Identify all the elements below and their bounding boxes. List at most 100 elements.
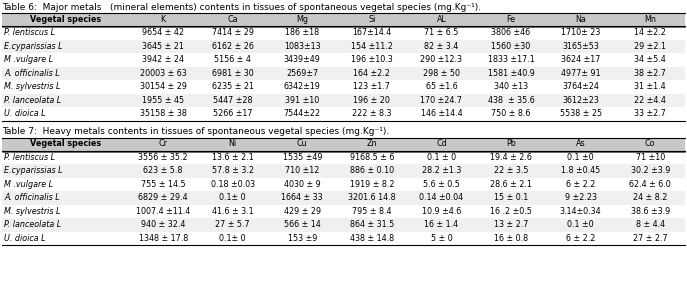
Text: 164 ±2.2: 164 ±2.2: [353, 69, 390, 78]
Text: 13.6 ± 2.1: 13.6 ± 2.1: [212, 153, 254, 162]
Text: P. lanceolata L: P. lanceolata L: [4, 220, 61, 229]
Text: 3201.6 14.8: 3201.6 14.8: [348, 193, 396, 202]
Text: 795 ± 8.4: 795 ± 8.4: [352, 207, 392, 216]
Text: 0.1± 0: 0.1± 0: [219, 234, 246, 243]
Text: K: K: [161, 15, 166, 24]
Text: 298 ± 50: 298 ± 50: [423, 69, 460, 78]
Text: 6235 ± 21: 6235 ± 21: [212, 82, 254, 91]
Text: 750 ± 8.6: 750 ± 8.6: [491, 109, 531, 118]
Text: 10.9 ±4.6: 10.9 ±4.6: [422, 207, 461, 216]
Text: 3764±24: 3764±24: [562, 82, 599, 91]
Text: 0.1 ± 0: 0.1 ± 0: [427, 153, 456, 162]
Text: 340 ±13: 340 ±13: [494, 82, 528, 91]
Text: 438  ± 35.6: 438 ± 35.6: [488, 96, 534, 105]
Text: Ca: Ca: [227, 15, 238, 24]
Text: 1710± 23: 1710± 23: [561, 28, 600, 37]
Bar: [2, 67, 685, 80]
Text: 146 ±14.4: 146 ±14.4: [420, 109, 462, 118]
Text: 429 ± 29: 429 ± 29: [284, 207, 321, 216]
Text: 5 ± 0: 5 ± 0: [431, 234, 452, 243]
Text: 6162 ± 26: 6162 ± 26: [212, 42, 254, 51]
Text: 1955 ± 45: 1955 ± 45: [142, 96, 184, 105]
Text: 4977± 91: 4977± 91: [561, 69, 600, 78]
Text: 15 ± 0.1: 15 ± 0.1: [494, 193, 528, 202]
Text: 29 ±2.1: 29 ±2.1: [634, 42, 666, 51]
Text: 71 ± 6.5: 71 ± 6.5: [425, 28, 459, 37]
Text: 5266 ±17: 5266 ±17: [213, 109, 253, 118]
Text: P. lanceolata L: P. lanceolata L: [4, 96, 61, 105]
Text: Cd: Cd: [436, 139, 447, 148]
Text: 0.18 ±0.03: 0.18 ±0.03: [211, 180, 255, 189]
Text: 34 ±5.4: 34 ±5.4: [634, 55, 666, 64]
Text: 3806 ±46: 3806 ±46: [491, 28, 530, 37]
Text: 9168.5 ± 6: 9168.5 ± 6: [350, 153, 394, 162]
Text: 0.1 ±0: 0.1 ±0: [567, 220, 594, 229]
Text: 1535 ±49: 1535 ±49: [282, 153, 322, 162]
Text: 1560 ±30: 1560 ±30: [491, 42, 530, 51]
Text: 623 ± 5.8: 623 ± 5.8: [144, 166, 183, 175]
Text: E.cyparissias L: E.cyparissias L: [4, 166, 63, 175]
Text: 22 ± 3.5: 22 ± 3.5: [494, 166, 528, 175]
Text: 1.8 ±0.45: 1.8 ±0.45: [561, 166, 600, 175]
Text: E.cyparissias L: E.cyparissias L: [4, 42, 63, 51]
Text: 22 ±4.4: 22 ±4.4: [634, 96, 666, 105]
Text: 9 ±2.23: 9 ±2.23: [565, 193, 596, 202]
Text: 13 ± 2.7: 13 ± 2.7: [494, 220, 528, 229]
Text: 41.6 ± 3.1: 41.6 ± 3.1: [212, 207, 254, 216]
Text: 4030 ± 9: 4030 ± 9: [284, 180, 321, 189]
Text: 0.14 ±0.04: 0.14 ±0.04: [419, 193, 464, 202]
Text: 9654 ± 42: 9654 ± 42: [142, 28, 184, 37]
Text: Na: Na: [575, 15, 586, 24]
Text: 153 ±9: 153 ±9: [288, 234, 317, 243]
Text: 7414 ± 29: 7414 ± 29: [212, 28, 254, 37]
Text: M .vulgare L: M .vulgare L: [4, 180, 53, 189]
Text: Table 7:  Heavy metals contents in tissues of spontaneous vegetal species (mg.Kg: Table 7: Heavy metals contents in tissue…: [2, 128, 390, 136]
Text: 391 ±10: 391 ±10: [285, 96, 319, 105]
Text: M .vulgare L: M .vulgare L: [4, 55, 53, 64]
Text: 170 ±24.7: 170 ±24.7: [420, 96, 462, 105]
Text: U. dioica L: U. dioica L: [4, 109, 45, 118]
Text: 186 ±18: 186 ±18: [285, 28, 319, 37]
Text: 3612±23: 3612±23: [562, 96, 599, 105]
Text: 755 ± 14.5: 755 ± 14.5: [141, 180, 185, 189]
Text: 71 ±10: 71 ±10: [635, 153, 665, 162]
Text: 5156 ± 4: 5156 ± 4: [214, 55, 251, 64]
Text: 1083±13: 1083±13: [284, 42, 321, 51]
Text: Vegetal species: Vegetal species: [30, 139, 101, 148]
Text: 2569±7: 2569±7: [286, 69, 318, 78]
Text: 438 ± 14.8: 438 ± 14.8: [350, 234, 394, 243]
Text: Pb: Pb: [506, 139, 516, 148]
Text: 30154 ± 29: 30154 ± 29: [139, 82, 187, 91]
Text: 16 .2 ±0.5: 16 .2 ±0.5: [490, 207, 532, 216]
Text: 14 ±2.2: 14 ±2.2: [634, 28, 666, 37]
Text: 28.2 ±1.3: 28.2 ±1.3: [422, 166, 461, 175]
Text: 6342±19: 6342±19: [284, 82, 321, 91]
Text: U. dioica L: U. dioica L: [4, 234, 45, 243]
Text: 38 ±2.7: 38 ±2.7: [634, 69, 666, 78]
Text: 28.6 ± 2.1: 28.6 ± 2.1: [490, 180, 532, 189]
Text: 566 ± 14: 566 ± 14: [284, 220, 321, 229]
Text: Mg: Mg: [296, 15, 308, 24]
Text: 16 ± 1.4: 16 ± 1.4: [425, 220, 458, 229]
Text: 6 ± 2.2: 6 ± 2.2: [566, 234, 596, 243]
Text: 864 ± 31.5: 864 ± 31.5: [350, 220, 394, 229]
Text: M. sylvestris L: M. sylvestris L: [4, 207, 60, 216]
Text: 3556 ± 35.2: 3556 ± 35.2: [138, 153, 188, 162]
Text: 19.4 ± 2.6: 19.4 ± 2.6: [490, 153, 532, 162]
Text: 1348 ± 17.8: 1348 ± 17.8: [139, 234, 188, 243]
Bar: [2, 164, 685, 178]
Text: 7544±22: 7544±22: [284, 109, 321, 118]
Text: 6829 ± 29.4: 6829 ± 29.4: [138, 193, 188, 202]
Text: 62.4 ± 6.0: 62.4 ± 6.0: [629, 180, 671, 189]
Bar: [2, 94, 685, 107]
Text: 35158 ± 38: 35158 ± 38: [139, 109, 187, 118]
Text: 57.8 ± 3.2: 57.8 ± 3.2: [212, 166, 254, 175]
Text: Si: Si: [368, 15, 376, 24]
Text: 3942 ± 24: 3942 ± 24: [142, 55, 184, 64]
Text: 6 ± 2.2: 6 ± 2.2: [566, 180, 596, 189]
Text: As: As: [576, 139, 585, 148]
Text: 30.2 ±3.9: 30.2 ±3.9: [631, 166, 670, 175]
Text: 1664 ± 33: 1664 ± 33: [282, 193, 323, 202]
Text: 38.6 ±3.9: 38.6 ±3.9: [631, 207, 670, 216]
Text: 1007.4 ±11.4: 1007.4 ±11.4: [136, 207, 190, 216]
